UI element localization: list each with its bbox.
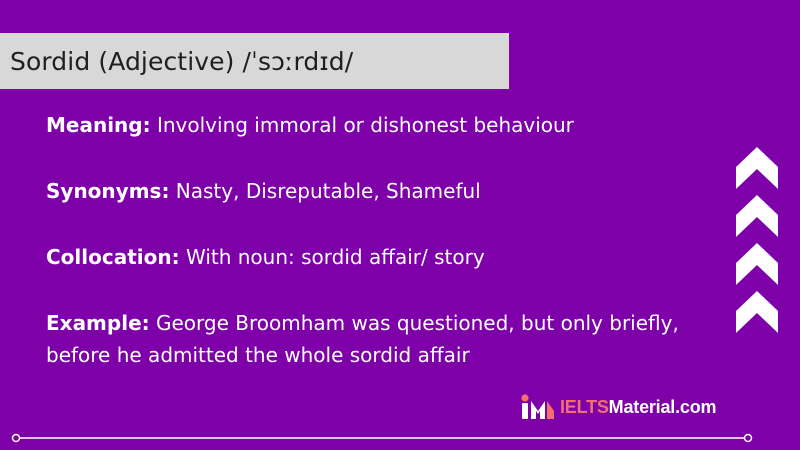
brand-name: IELTSMaterial.com	[560, 396, 717, 418]
meaning-entry: Meaning: Involving immoral or dishonest …	[46, 109, 736, 141]
synonyms-label: Synonyms:	[46, 179, 170, 203]
word-title: Sordid (Adjective) /ˈsɔːrdɪd/	[10, 46, 354, 76]
synonyms-text: Nasty, Disreputable, Shameful	[175, 179, 481, 203]
collocation-label: Collocation:	[46, 245, 180, 269]
brand-name-accent: IELTS	[560, 396, 609, 417]
collocation-entry: Collocation: With noun: sordid affair/ s…	[46, 241, 736, 273]
synonyms-entry: Synonyms: Nasty, Disreputable, Shameful	[46, 175, 736, 207]
ieltsmaterial-logo-icon	[521, 394, 554, 419]
example-label: Example:	[46, 311, 150, 335]
meaning-label: Meaning:	[46, 113, 151, 137]
meaning-text: Involving immoral or dishonest behaviour	[156, 113, 574, 137]
brand-name-rest: Material.com	[608, 396, 717, 417]
example-entry: Example: George Broomham was questioned,…	[46, 307, 736, 371]
example-text: George Broomham was questioned, but only…	[46, 311, 679, 367]
double-chevron-up-icon	[736, 147, 778, 333]
collocation-text: With noun: sordid affair/ story	[185, 245, 485, 269]
title-banner: Sordid (Adjective) /ˈsɔːrdɪd/	[0, 33, 509, 89]
brand-logo: IELTSMaterial.com	[520, 392, 717, 422]
footer-divider	[11, 433, 753, 443]
